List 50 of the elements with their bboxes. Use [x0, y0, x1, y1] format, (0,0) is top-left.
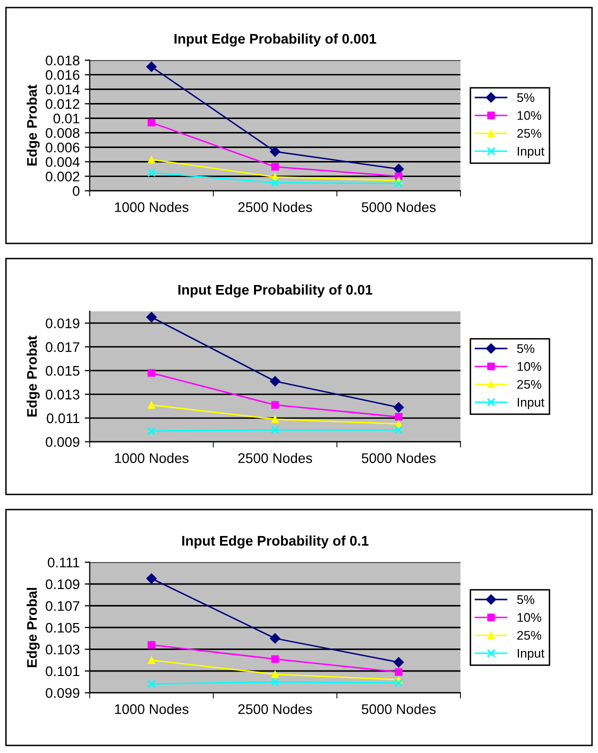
x-tick-label: 2500 Nodes [238, 202, 312, 212]
y-tick-label: 0.013 [46, 390, 80, 400]
y-tick-label: 0.011 [46, 413, 80, 424]
x-tick-label: 5000 Nodes [362, 202, 436, 212]
x-tick-label: 1000 Nodes [115, 452, 188, 464]
legend-label: 5% [517, 344, 534, 353]
y-tick-label: 0.002 [46, 172, 80, 182]
y-tick-label: 0.101 [46, 666, 80, 676]
y-tick-label: 0.009 [46, 437, 80, 447]
y-tick-label: 0.111 [48, 558, 80, 568]
legend-label: 5% [517, 93, 534, 102]
y-tick-label: 0.004 [46, 157, 80, 167]
y-tick-label: 0.014 [46, 84, 80, 94]
legend-label: Input [518, 398, 544, 410]
y-axis-title: Edge Probat [26, 84, 40, 166]
chart-title: Input Edge Probability of 0.1 [182, 536, 368, 549]
x-tick-label: 1000 Nodes [115, 704, 188, 714]
legend-label: 10% [518, 613, 542, 622]
x-tick-label: 2500 Nodes [238, 704, 312, 714]
legend-label: Input [518, 648, 544, 660]
y-tick-label: 0.103 [46, 644, 80, 654]
legend-label: 10% [518, 362, 542, 371]
legend-label: 5% [517, 595, 534, 604]
y-axis-title: Edge Probat [26, 336, 40, 416]
y-tick-label: 0.105 [46, 622, 80, 633]
y-tick-label: 0.018 [46, 56, 80, 66]
legend-label: Input [518, 146, 544, 158]
y-tick-label: 0.012 [46, 99, 80, 109]
x-tick-label: 5000 Nodes [362, 452, 436, 464]
y-tick-label: 0.017 [46, 342, 80, 352]
y-tick-label: 0.019 [46, 318, 80, 328]
y-tick-label: 0.099 [46, 688, 80, 698]
y-tick-label: 0.107 [46, 601, 80, 611]
y-tick-label: 0.008 [46, 128, 80, 138]
y-tick-label: 0.109 [46, 579, 80, 590]
legend-label: 25% [517, 380, 542, 389]
y-tick-label: 0.016 [46, 70, 80, 80]
legend-label: 25% [517, 630, 542, 640]
y-axis-title: Edge Probal [26, 588, 40, 668]
y-tick-label: 0 [72, 186, 80, 196]
chart-title: Input Edge Probability of 0.01 [178, 284, 372, 298]
legend-label: 10% [518, 111, 542, 120]
chart-title: Input Edge Probability of 0.001 [174, 34, 376, 47]
x-tick-label: 2500 Nodes [238, 452, 312, 464]
x-tick-label: 5000 Nodes [362, 704, 436, 714]
x-tick-label: 1000 Nodes [115, 202, 188, 212]
legend-label: 25% [517, 128, 542, 138]
y-tick-label: 0.006 [46, 142, 80, 152]
y-tick-label: 0.015 [46, 366, 80, 376]
y-tick-label: 0.01 [53, 114, 80, 124]
